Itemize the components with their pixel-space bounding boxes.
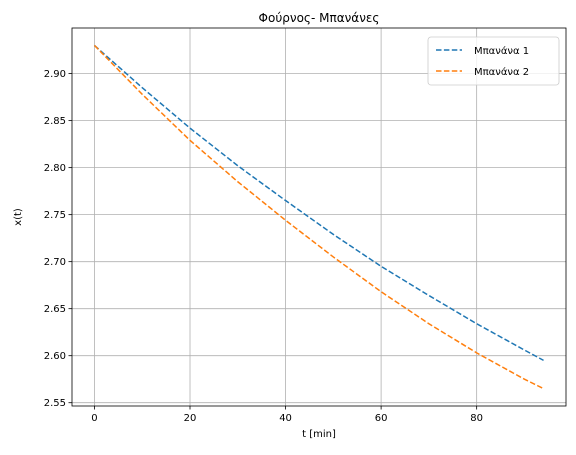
series-line-2 — [93, 44, 544, 390]
axis-ticks: 0 20 40 60 80 2.55 2.60 2.65 2.70 2.75 2.80 2.85 2.9… — [44, 69, 483, 424]
chart-title: Φούρνος- Μπανάνες — [259, 11, 380, 25]
legend: Μπανάνα 1 Μπανάνα 2 — [427, 36, 560, 86]
y-tick-label: 2.65 — [44, 304, 66, 315]
y-tick-label: 2.90 — [44, 69, 66, 80]
legend-entry: Μπανάνα 2 — [474, 66, 529, 78]
x-axis-label: t [min] — [302, 429, 336, 440]
y-tick-label: 2.80 — [44, 163, 66, 174]
y-axis-label: x(t) — [13, 208, 24, 226]
x-tick-label: 60 — [375, 413, 388, 424]
y-tick-label: 2.60 — [44, 351, 66, 362]
y-tick-label: 2.85 — [44, 116, 66, 127]
x-tick-label: 40 — [279, 413, 292, 424]
y-tick-label: 2.75 — [44, 210, 66, 221]
plot-frame — [71, 27, 567, 407]
series-lines — [93, 44, 544, 390]
y-tick-label: 2.70 — [44, 257, 66, 268]
series-line-1 — [93, 44, 544, 362]
legend-entry: Μπανάνα 1 — [474, 45, 529, 57]
x-tick-label: 20 — [184, 413, 197, 424]
x-tick-label: 80 — [470, 413, 483, 424]
x-tick-label: 0 — [91, 413, 97, 424]
y-tick-label: 2.55 — [44, 398, 66, 409]
legend-box — [427, 36, 560, 86]
